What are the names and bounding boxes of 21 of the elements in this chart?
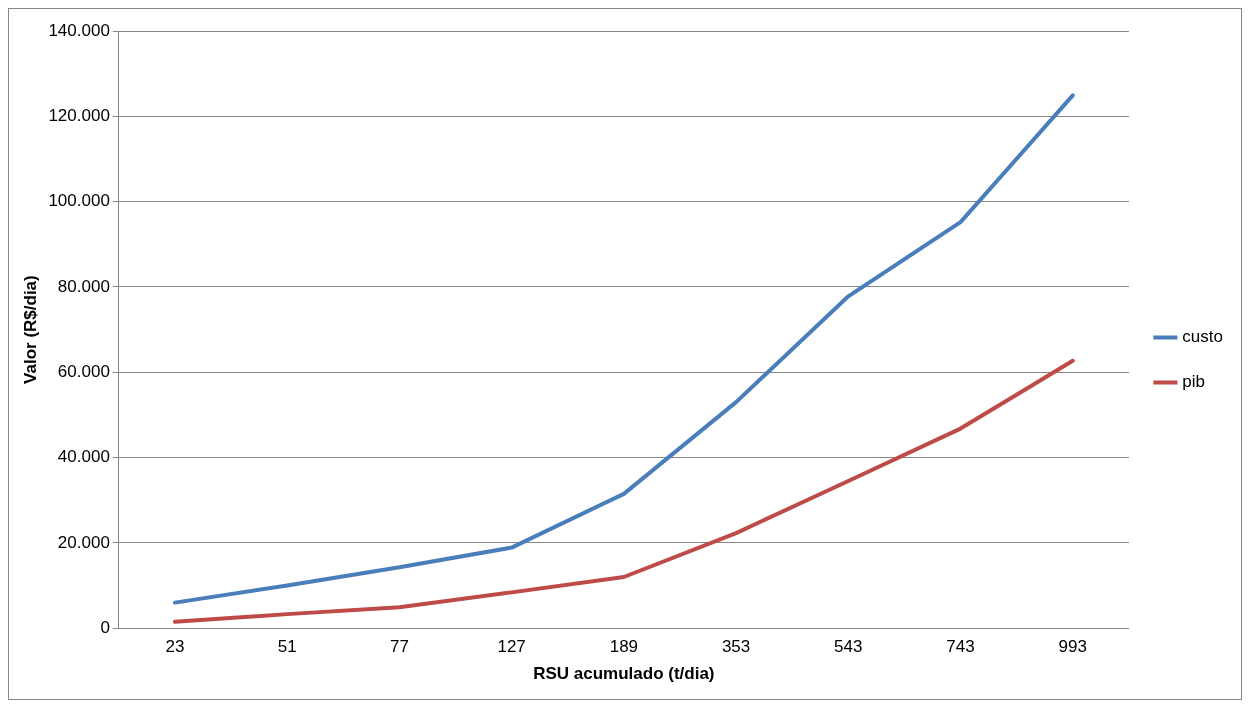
y-tick-label: 100.000: [48, 191, 110, 211]
x-tick-label: 127: [497, 637, 526, 657]
y-tick-label: 20.000: [57, 532, 110, 552]
x-tick-label: 51: [277, 637, 297, 657]
y-tick-label: 80.000: [57, 276, 110, 296]
x-tick-label: 23: [165, 637, 185, 657]
x-tick-label: 543: [834, 637, 863, 657]
y-axis-title: Valor (R$/dia): [20, 275, 40, 384]
x-tick-label: 993: [1058, 637, 1087, 657]
x-tick-label: 743: [946, 637, 975, 657]
y-tick-label: 40.000: [57, 447, 110, 467]
legend-label: pib: [1182, 372, 1206, 392]
x-tick-label: 189: [609, 637, 639, 657]
x-tick-label: 353: [721, 637, 751, 657]
y-tick-label: 0: [100, 617, 110, 637]
y-tick-label: 140.000: [48, 20, 110, 40]
y-tick-label: 120.000: [48, 106, 110, 125]
x-axis-title: RSU acumulado (t/dia): [533, 664, 715, 684]
y-tick-label: 60.000: [57, 361, 110, 381]
x-tick-label: 77: [389, 637, 409, 657]
legend-label: custo: [1182, 327, 1224, 347]
